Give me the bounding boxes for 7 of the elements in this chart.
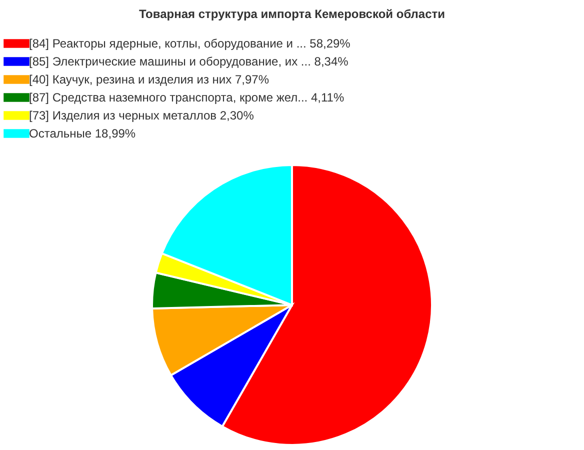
legend-label: [73] Изделия из черных металлов 2,30% <box>29 108 254 122</box>
legend-label: [87] Средства наземного транспорта, кроме жел... 4,11% <box>29 90 344 104</box>
legend-label: [84] Реакторы ядерные, котлы, оборудование и ... 58,29% <box>29 36 351 50</box>
legend-label: [85] Электрические машины и оборудование, их ... 8,34% <box>29 54 349 68</box>
legend-label: Остальные 18,99% <box>29 126 136 140</box>
chart-title: Товарная структура импорта Кемеровской области <box>138 7 446 21</box>
legend-label: [40] Каучук, резина и изделия из них 7,97% <box>29 72 270 86</box>
